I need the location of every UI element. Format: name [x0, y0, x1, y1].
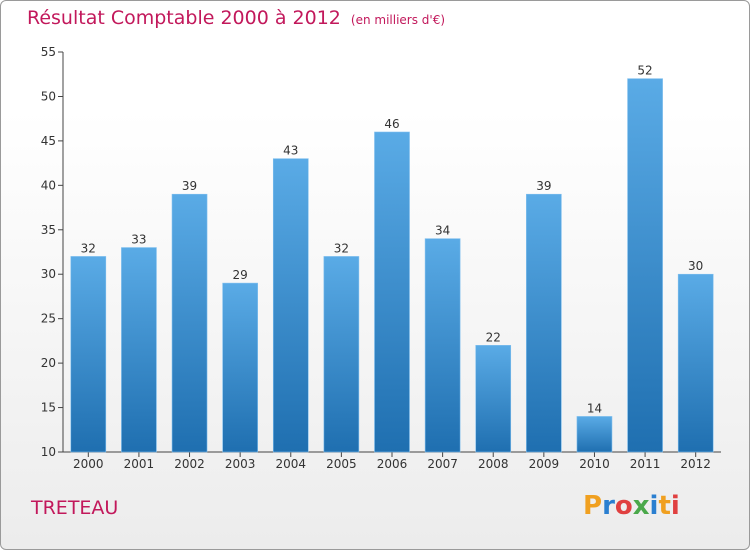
- value-label-2002: 39: [182, 179, 197, 193]
- value-label-2008: 22: [486, 330, 501, 344]
- value-label-2009: 39: [536, 179, 551, 193]
- bar-2011: [627, 78, 663, 453]
- logo-letter: P: [583, 491, 603, 521]
- logo-letter: i: [649, 491, 659, 521]
- y-tick-label: 30: [41, 267, 56, 281]
- value-label-2003: 29: [233, 268, 248, 282]
- x-tick-label: 2007: [427, 457, 458, 471]
- x-tick-label: 2012: [680, 457, 711, 471]
- y-tick-label: 15: [41, 401, 56, 415]
- bar-2012: [677, 273, 714, 453]
- bars: [70, 78, 714, 453]
- value-label-2001: 33: [131, 233, 146, 247]
- x-tick-label: 2011: [630, 457, 661, 471]
- x-tick-label: 2000: [73, 457, 104, 471]
- y-tick-label: 25: [41, 312, 56, 326]
- y-tick-label: 20: [41, 356, 56, 370]
- value-label-2010: 14: [587, 401, 602, 415]
- logo-letter: x: [632, 491, 650, 521]
- x-tick-label: 2010: [579, 457, 610, 471]
- x-tick-label: 2009: [529, 457, 560, 471]
- x-tick-label: 2002: [174, 457, 205, 471]
- bar-2001: [121, 247, 157, 453]
- value-label-2011: 52: [637, 64, 652, 78]
- bar-2003: [222, 282, 258, 453]
- proxiti-logo[interactable]: Proxiti: [583, 491, 680, 521]
- value-label-2005: 32: [334, 241, 349, 255]
- x-tick-label: 2003: [225, 457, 256, 471]
- logo-letter: r: [602, 491, 615, 521]
- bar-2009: [526, 193, 562, 453]
- town-name: TRETEAU: [31, 497, 119, 519]
- x-tick-label: 2004: [275, 457, 306, 471]
- bar-2002: [171, 193, 208, 453]
- bar-2007: [424, 238, 461, 453]
- x-tick-label: 2001: [124, 457, 155, 471]
- value-label-2000: 32: [81, 241, 96, 255]
- logo-letter: t: [658, 491, 671, 521]
- chart-title: Résultat Comptable 2000 à 2012 (en millie…: [27, 7, 445, 29]
- bar-2000: [70, 256, 107, 453]
- value-label-2006: 46: [384, 117, 399, 131]
- value-label-2004: 43: [283, 144, 298, 158]
- value-label-2007: 34: [435, 224, 450, 238]
- y-tick-label: 45: [41, 134, 56, 148]
- x-tick-label: 2006: [377, 457, 408, 471]
- x-tick-label: 2008: [478, 457, 509, 471]
- y-tick-label: 55: [41, 45, 56, 59]
- y-tick-label: 50: [41, 89, 56, 103]
- bar-2010: [576, 416, 613, 453]
- bar-2006: [374, 131, 410, 453]
- bar-2005: [323, 256, 360, 453]
- value-labels: 32 33 39 29 43 32 46 34 22 39 14 52 30: [81, 64, 704, 416]
- y-tick-label: 10: [41, 445, 56, 459]
- chart-title-main: Résultat Comptable 2000 à 2012: [27, 7, 341, 29]
- chart-title-unit: (en milliers d'€): [350, 13, 446, 27]
- y-tick-label: 35: [41, 223, 56, 237]
- logo-letter: o: [614, 491, 633, 521]
- logo-letter: i: [670, 491, 680, 521]
- x-tick-label: 2005: [326, 457, 357, 471]
- y-tick-label: 40: [41, 178, 56, 192]
- bar-2008: [475, 345, 512, 453]
- value-label-2012: 30: [688, 259, 703, 273]
- bar-2004: [272, 158, 309, 453]
